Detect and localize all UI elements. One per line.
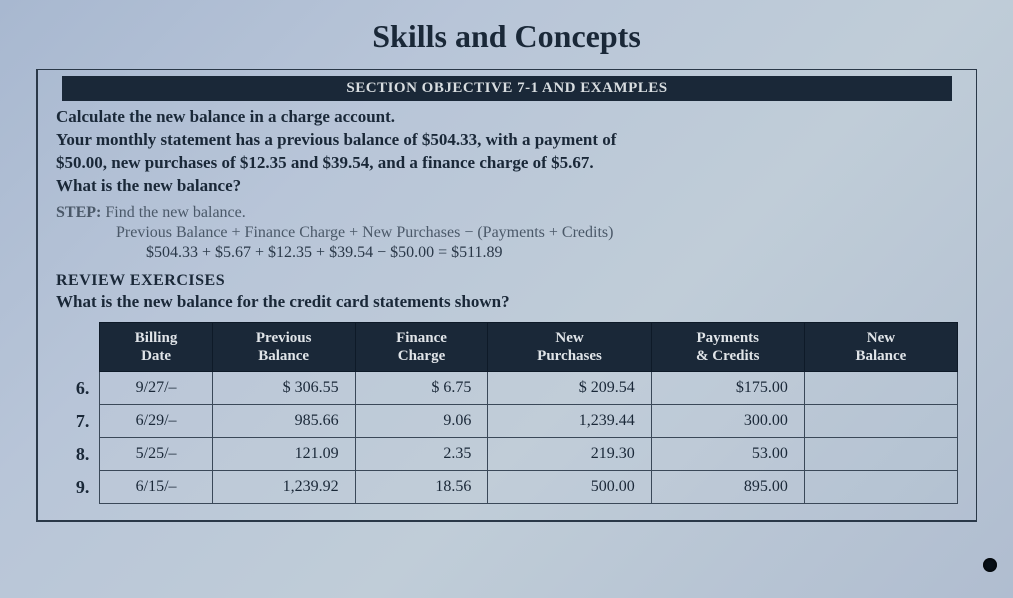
problem-line-3: What is the new balance? [56,176,241,195]
cell-prev-balance: 985.66 [212,404,355,437]
page-title: Skills and Concepts [30,18,983,55]
content-box: SECTION OBJECTIVE 7-1 AND EXAMPLES Calcu… [36,69,977,522]
cell-new-purchases: 500.00 [488,470,651,503]
table-area: 6. 7. 8. 9. BillingDate PreviousBalance … [56,322,958,504]
row-number: 8. [56,438,99,471]
cell-new-balance [804,404,957,437]
cell-prev-balance: 121.09 [212,437,355,470]
table-row: 5/25/– 121.09 2.35 219.30 53.00 [100,437,958,470]
cell-prev-balance: $ 306.55 [212,371,355,404]
col-new-purchases: NewPurchases [488,322,651,371]
cell-payments: $175.00 [651,371,804,404]
worksheet-page: Skills and Concepts SECTION OBJECTIVE 7-… [0,0,1013,542]
cell-prev-balance: 1,239.92 [212,470,355,503]
cell-finance-charge: 9.06 [355,404,488,437]
binder-hole-icon [983,558,997,572]
cell-new-balance [804,470,957,503]
cell-new-purchases: 1,239.44 [488,404,651,437]
cell-finance-charge: 2.35 [355,437,488,470]
balance-table: BillingDate PreviousBalance FinanceCharg… [99,322,958,504]
problem-line-2: $50.00, new purchases of $12.35 and $39.… [56,153,594,172]
cell-finance-charge: $ 6.75 [355,371,488,404]
cell-date: 9/27/– [100,371,212,404]
cell-new-purchases: 219.30 [488,437,651,470]
cell-payments: 53.00 [651,437,804,470]
row-numbers: 6. 7. 8. 9. [56,322,99,504]
table-header-row: BillingDate PreviousBalance FinanceCharg… [100,322,958,371]
row-number: 6. [56,372,99,405]
formula-values: $504.33 + $5.67 + $12.35 + $39.54 − $50.… [56,244,958,262]
cell-new-purchases: $ 209.54 [488,371,651,404]
row-number: 7. [56,405,99,438]
formula-expression: Previous Balance + Finance Charge + New … [56,224,958,242]
cell-payments: 300.00 [651,404,804,437]
col-new-balance: NewBalance [804,322,957,371]
table-row: 9/27/– $ 306.55 $ 6.75 $ 209.54 $175.00 [100,371,958,404]
step-text: Find the new balance. [105,204,245,221]
review-question: What is the new balance for the credit c… [56,292,958,312]
section-objective-bar: SECTION OBJECTIVE 7-1 AND EXAMPLES [62,76,952,101]
objective-text: Calculate the new balance in a charge ac… [56,107,958,127]
step-row: STEP: Find the new balance. [56,204,958,222]
cell-new-balance [804,371,957,404]
problem-line-1: Your monthly statement has a previous ba… [56,130,616,149]
table-row: 6/29/– 985.66 9.06 1,239.44 300.00 [100,404,958,437]
col-previous-balance: PreviousBalance [212,322,355,371]
col-billing-date: BillingDate [100,322,212,371]
cell-date: 6/15/– [100,470,212,503]
col-payments-credits: Payments& Credits [651,322,804,371]
step-label: STEP: [56,204,101,221]
cell-date: 6/29/– [100,404,212,437]
table-row: 6/15/– 1,239.92 18.56 500.00 895.00 [100,470,958,503]
cell-new-balance [804,437,957,470]
col-finance-charge: FinanceCharge [355,322,488,371]
cell-date: 5/25/– [100,437,212,470]
cell-payments: 895.00 [651,470,804,503]
problem-text: Your monthly statement has a previous ba… [56,129,958,198]
cell-finance-charge: 18.56 [355,470,488,503]
row-number: 9. [56,471,99,504]
review-exercises-heading: REVIEW EXERCISES [56,272,958,290]
